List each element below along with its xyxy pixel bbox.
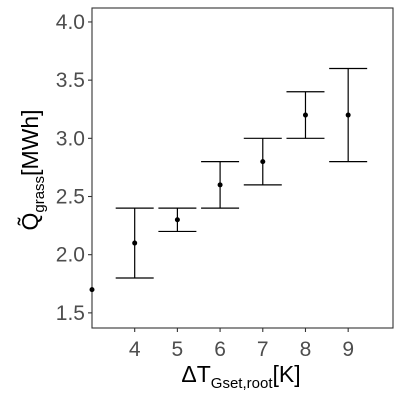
y-tick-label: 2.5	[56, 186, 85, 209]
data-point	[174, 217, 180, 223]
x-axis-title-subscript: Gset,root	[211, 375, 274, 392]
data-point	[260, 159, 266, 165]
chart-marks	[89, 67, 368, 293]
x-axis-ticks: 4 5 6 7 8 9	[129, 328, 354, 361]
data-point	[89, 287, 95, 293]
y-axis-title-unit: [MWh]	[17, 109, 43, 175]
y-tick-label: 3.0	[56, 127, 85, 150]
y-axis-title: Q̃grass[MWh]	[17, 109, 48, 230]
y-axis-title-main: Q̃	[17, 213, 43, 231]
x-tick-label: 5	[172, 338, 184, 361]
x-tick-label: 4	[129, 338, 141, 361]
x-tick-label: 6	[214, 338, 226, 361]
y-tick-label: 2.0	[56, 244, 85, 267]
data-point	[345, 112, 351, 118]
x-tick-label: 8	[300, 338, 312, 361]
y-tick-label: 3.5	[56, 69, 85, 92]
y-axis-ticks: 1.5 2.0 2.5 3.0 3.5 4.0	[56, 11, 92, 325]
x-axis-title-main: ΔT	[181, 361, 210, 387]
x-tick-label: 9	[342, 338, 354, 361]
y-axis-title-subscript: grass	[31, 176, 48, 213]
x-axis-title: ΔTGset,root[K]	[181, 361, 300, 392]
data-point	[132, 240, 138, 246]
y-tick-label: 1.5	[56, 302, 85, 325]
y-tick-label: 4.0	[56, 11, 85, 34]
plot-panel	[91, 7, 394, 329]
x-tick-label: 7	[257, 338, 269, 361]
data-point	[217, 182, 223, 188]
plot-border	[91, 7, 394, 329]
data-point	[302, 112, 308, 118]
x-axis-title-unit: [K]	[273, 361, 301, 387]
